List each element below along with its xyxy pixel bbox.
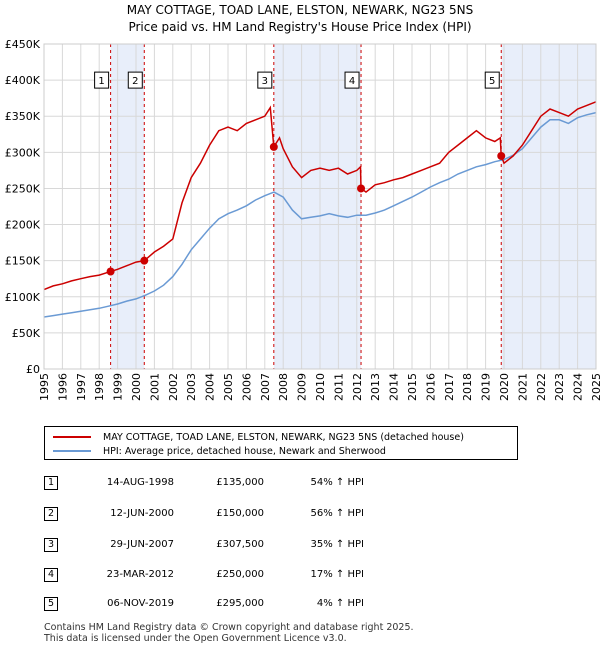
x-tick-label: 2023 xyxy=(553,373,566,401)
price-chart: 1 2 3 4 5 £0 £50K £100K £150K £200K £250K £300K £35… xyxy=(5,40,600,401)
x-tick-label: 2015 xyxy=(406,373,419,401)
sale-label: 5 xyxy=(489,76,495,87)
row-date: 06-NOV-2019 xyxy=(107,598,174,609)
x-tick-label: 2005 xyxy=(222,373,235,401)
x-tick-label: 2025 xyxy=(590,373,600,401)
row-hpi-change: 56% ↑ HPI xyxy=(310,508,364,519)
row-price: £307,500 xyxy=(216,539,264,550)
y-tick-label: £350K xyxy=(5,110,41,123)
row-date: 14-AUG-1998 xyxy=(106,477,174,488)
footer-licence: This data is licensed under the Open Gov… xyxy=(44,633,347,644)
row-number-badge: 1 xyxy=(44,476,58,490)
row-hpi-change: 35% ↑ HPI xyxy=(310,539,364,550)
x-tick-label: 2010 xyxy=(314,373,327,401)
row-date: 12-JUN-2000 xyxy=(110,508,174,519)
x-tick-label: 1999 xyxy=(112,373,125,401)
x-tick-label: 2006 xyxy=(240,373,253,401)
sale-label: 2 xyxy=(132,76,138,87)
row-number-badge: 2 xyxy=(44,507,58,521)
row-hpi-change: 4% ↑ HPI xyxy=(316,598,364,609)
sale-label-box xyxy=(344,71,360,89)
row-hpi-change: 54% ↑ HPI xyxy=(310,477,364,488)
sale-point xyxy=(269,142,278,151)
sale-point xyxy=(106,267,115,276)
row-price: £135,000 xyxy=(216,477,264,488)
y-tick-label: £0 xyxy=(26,363,40,376)
legend-label-hpi: HPI: Average price, detached house, Newa… xyxy=(103,445,386,457)
y-tick-label: £200K xyxy=(5,219,41,232)
x-tick-label: 2009 xyxy=(296,373,309,401)
sale-point xyxy=(497,151,506,160)
legend-label-property: MAY COTTAGE, TOAD LANE, ELSTON, NEWARK, … xyxy=(103,431,464,443)
x-tick-label: 2002 xyxy=(167,373,180,401)
table-row: 5 06-NOV-2019 £295,000 4% ↑ HPI xyxy=(44,597,384,613)
table-row: 4 23-MAR-2012 £250,000 17% ↑ HPI xyxy=(44,568,384,584)
row-price: £295,000 xyxy=(216,598,264,609)
sale-label: 3 xyxy=(262,76,268,87)
x-tick-label: 2001 xyxy=(148,373,161,401)
y-tick-label: £100K xyxy=(5,291,41,304)
table-row: 2 12-JUN-2000 £150,000 56% ↑ HPI xyxy=(44,507,384,523)
row-date: 29-JUN-2007 xyxy=(110,539,174,550)
x-tick-label: 2019 xyxy=(480,373,493,401)
row-price: £150,000 xyxy=(216,508,264,519)
sale-label: 1 xyxy=(98,76,104,87)
x-tick-label: 2016 xyxy=(424,373,437,401)
legend-item-hpi: HPI: Average price, detached house, Newa… xyxy=(53,444,386,458)
series-line-hpi xyxy=(43,111,597,318)
x-tick-label: 1997 xyxy=(75,373,88,401)
x-tick-label: 1998 xyxy=(93,373,106,401)
x-tick-label: 2011 xyxy=(332,373,345,401)
x-tick-label: 2007 xyxy=(259,373,272,401)
table-row: 3 29-JUN-2007 £307,500 35% ↑ HPI xyxy=(44,538,384,554)
x-tick-label: 2018 xyxy=(461,373,474,401)
chart-title: MAY COTTAGE, TOAD LANE, ELSTON, NEWARK, … xyxy=(126,3,474,17)
sale-point xyxy=(140,256,149,265)
x-tick-label: 2024 xyxy=(572,373,585,401)
row-number-badge: 5 xyxy=(44,597,58,611)
y-tick-label: £150K xyxy=(5,255,41,268)
legend-item-property: MAY COTTAGE, TOAD LANE, ELSTON, NEWARK, … xyxy=(53,430,464,444)
y-tick-label: £400K xyxy=(5,74,41,87)
row-date: 23-MAR-2012 xyxy=(106,569,174,580)
row-number-badge: 3 xyxy=(44,538,58,552)
y-tick-label: £50K xyxy=(12,327,41,340)
sale-label: 4 xyxy=(349,76,355,87)
y-tick-label: £250K xyxy=(5,182,41,195)
x-tick-label: 2013 xyxy=(369,373,382,401)
table-row: 1 14-AUG-1998 £135,000 54% ↑ HPI xyxy=(44,476,384,492)
x-tick-label: 1996 xyxy=(56,373,69,401)
sale-label-box xyxy=(94,71,110,89)
plot-frame xyxy=(43,43,597,370)
sale-label-box xyxy=(257,71,273,89)
chart-legend: MAY COTTAGE, TOAD LANE, ELSTON, NEWARK, … xyxy=(44,426,518,460)
x-tick-label: 2003 xyxy=(185,373,198,401)
x-tick-label: 2004 xyxy=(204,373,217,401)
shaded-band xyxy=(110,44,145,369)
row-number-badge: 4 xyxy=(44,568,58,582)
chart-subtitle: Price paid vs. HM Land Registry's House … xyxy=(128,20,472,34)
x-tick-label: 2020 xyxy=(498,373,511,401)
y-tick-label: £300K xyxy=(5,146,41,159)
shaded-band xyxy=(273,44,362,369)
x-tick-label: 2021 xyxy=(516,373,529,401)
sale-label-box xyxy=(484,71,500,89)
y-tick-label: £450K xyxy=(5,40,41,51)
x-tick-label: 2022 xyxy=(535,373,548,401)
x-tick-label: 2017 xyxy=(443,373,456,401)
footer-copyright: Contains HM Land Registry data © Crown c… xyxy=(44,622,414,633)
x-tick-label: 2008 xyxy=(277,373,290,401)
x-tick-label: 2012 xyxy=(351,373,364,401)
x-tick-label: 1995 xyxy=(38,373,51,401)
x-tick-label: 2014 xyxy=(388,373,401,401)
legend-swatch-property xyxy=(53,436,91,438)
shaded-band xyxy=(501,44,596,369)
row-hpi-change: 17% ↑ HPI xyxy=(310,569,364,580)
x-tick-label: 2000 xyxy=(130,373,143,401)
legend-swatch-hpi xyxy=(53,450,91,452)
row-price: £250,000 xyxy=(216,569,264,580)
sale-label-box xyxy=(127,71,143,89)
sale-point xyxy=(357,184,366,193)
